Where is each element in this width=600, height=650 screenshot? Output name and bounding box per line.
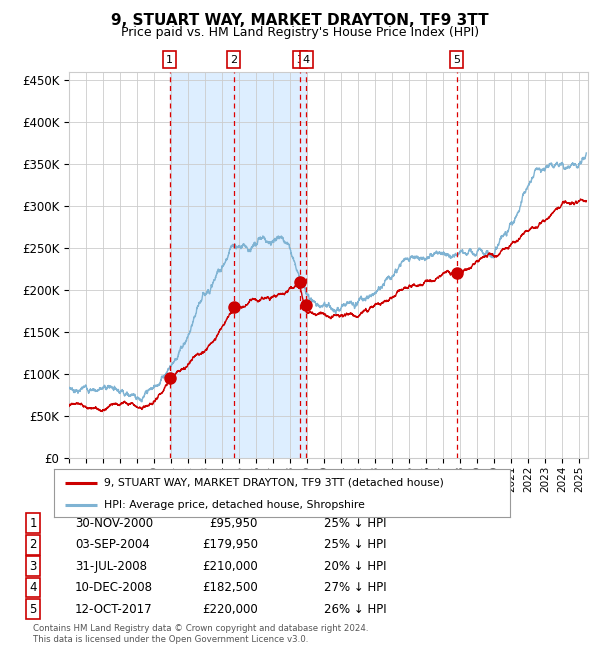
Text: Contains HM Land Registry data © Crown copyright and database right 2024.
This d: Contains HM Land Registry data © Crown c… bbox=[33, 624, 368, 644]
Text: 26% ↓ HPI: 26% ↓ HPI bbox=[324, 603, 386, 616]
Text: 5: 5 bbox=[453, 55, 460, 64]
Text: 5: 5 bbox=[29, 603, 37, 616]
Text: 20% ↓ HPI: 20% ↓ HPI bbox=[324, 560, 386, 573]
Text: £182,500: £182,500 bbox=[202, 581, 258, 594]
Text: 9, STUART WAY, MARKET DRAYTON, TF9 3TT (detached house): 9, STUART WAY, MARKET DRAYTON, TF9 3TT (… bbox=[104, 478, 444, 488]
Text: £220,000: £220,000 bbox=[202, 603, 258, 616]
Bar bbox=[170, 72, 306, 458]
Text: 2: 2 bbox=[29, 538, 37, 551]
Text: 03-SEP-2004: 03-SEP-2004 bbox=[75, 538, 150, 551]
Text: 9, STUART WAY, MARKET DRAYTON, TF9 3TT: 9, STUART WAY, MARKET DRAYTON, TF9 3TT bbox=[111, 13, 489, 28]
Text: 2: 2 bbox=[230, 55, 237, 64]
Text: 31-JUL-2008: 31-JUL-2008 bbox=[75, 560, 147, 573]
Text: 10-DEC-2008: 10-DEC-2008 bbox=[75, 581, 153, 594]
Text: 1: 1 bbox=[166, 55, 173, 64]
Text: 25% ↓ HPI: 25% ↓ HPI bbox=[324, 517, 386, 530]
Text: 4: 4 bbox=[302, 55, 310, 64]
Text: 27% ↓ HPI: 27% ↓ HPI bbox=[324, 581, 386, 594]
Text: £95,950: £95,950 bbox=[209, 517, 258, 530]
Text: 30-NOV-2000: 30-NOV-2000 bbox=[75, 517, 153, 530]
Text: 25% ↓ HPI: 25% ↓ HPI bbox=[324, 538, 386, 551]
Text: 12-OCT-2017: 12-OCT-2017 bbox=[75, 603, 152, 616]
Text: Price paid vs. HM Land Registry's House Price Index (HPI): Price paid vs. HM Land Registry's House … bbox=[121, 26, 479, 39]
Text: 3: 3 bbox=[296, 55, 304, 64]
Text: 3: 3 bbox=[29, 560, 37, 573]
Text: 4: 4 bbox=[29, 581, 37, 594]
Text: 1: 1 bbox=[29, 517, 37, 530]
Text: £179,950: £179,950 bbox=[202, 538, 258, 551]
Text: £210,000: £210,000 bbox=[202, 560, 258, 573]
Text: HPI: Average price, detached house, Shropshire: HPI: Average price, detached house, Shro… bbox=[104, 500, 365, 510]
